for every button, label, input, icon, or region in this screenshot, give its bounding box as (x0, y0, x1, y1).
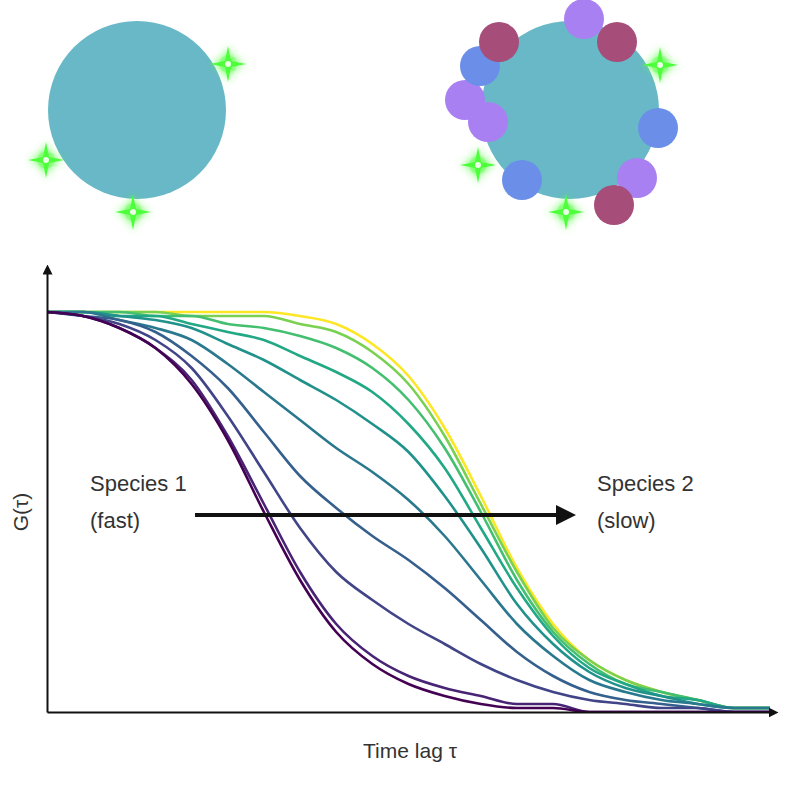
sparkle-core (657, 62, 663, 68)
sparkle (642, 47, 678, 83)
sparkle-core (130, 209, 136, 215)
annotation: (slow) (597, 508, 656, 533)
bound-protein (502, 160, 542, 200)
bound-protein (597, 22, 637, 62)
bound-protein (594, 185, 634, 225)
correlation-curve (47, 312, 770, 708)
sparkle-core (225, 61, 231, 67)
arrow (195, 513, 560, 517)
sparkle-core (43, 157, 49, 163)
bound-protein (479, 22, 519, 62)
x-axis (48, 712, 771, 713)
bound-protein (638, 108, 678, 148)
annotation: Species 1 (90, 471, 187, 496)
x-axis-title: Time lag τ (363, 739, 458, 762)
bound-protein (468, 102, 508, 142)
annotation: (fast) (90, 508, 140, 533)
y-axis (47, 273, 48, 713)
sparkle-core (563, 209, 569, 215)
correlation-curve (47, 312, 770, 708)
bound-protein (564, 0, 604, 39)
free-particle (48, 21, 226, 199)
sparkle (28, 142, 64, 178)
correlation-curve (47, 312, 770, 712)
correlation-curve (47, 312, 770, 712)
curves (47, 312, 770, 712)
sparkle-core (475, 162, 481, 168)
correlation-curve (47, 312, 770, 712)
y-axis-line (47, 273, 49, 713)
correlation-curve (47, 312, 770, 708)
illustration (28, 0, 678, 230)
y-axis-title: G(τ) (9, 493, 32, 532)
sparkle (548, 194, 584, 230)
sparkle (115, 194, 151, 230)
correlation-curve (47, 312, 770, 708)
annotation: Species 2 (597, 471, 694, 496)
correlation-curve (47, 312, 770, 708)
correlation-curve (47, 312, 770, 708)
sparkle (460, 147, 496, 183)
x-axis-line (48, 712, 771, 714)
sparkle (210, 46, 246, 82)
canvas: Time lag τ G(τ) Species 1 (fast) Species 2 (s… (0, 0, 794, 793)
correlation-curve (47, 312, 770, 712)
